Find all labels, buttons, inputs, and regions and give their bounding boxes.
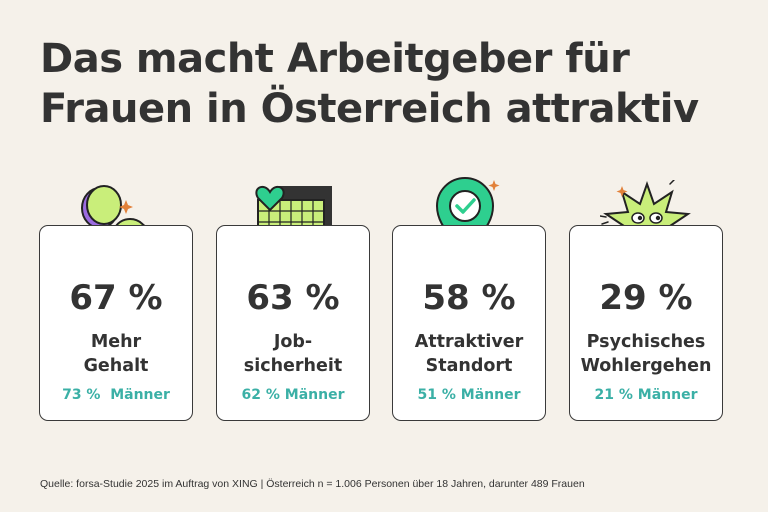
- card-label: Attraktiver Standort: [414, 332, 524, 376]
- women-percent: 67 %: [69, 278, 163, 318]
- sparkle-icon: [616, 186, 628, 197]
- card-label: Job- sicherheit: [243, 332, 343, 376]
- check-icon: [455, 198, 476, 214]
- men-percent: 51 % Männer: [417, 387, 521, 403]
- stat-card-standort: 58 % Attraktiver Standort 51 % Männer: [392, 225, 546, 421]
- page-title: Das macht Arbeitgeber für Frauen in Öste…: [40, 36, 699, 132]
- source-note: Quelle: forsa-Studie 2025 im Auftrag von…: [40, 478, 585, 490]
- sparkle-icon: [488, 180, 500, 191]
- men-percent: 73 % Männer: [62, 387, 170, 403]
- stat-card-jobsicherheit: 63 % Job- sicherheit 62 % Männer: [216, 225, 370, 421]
- women-percent: 58 %: [422, 278, 516, 318]
- card-label: Psychisches Wohlergehen: [580, 332, 712, 376]
- heart-icon: [255, 185, 285, 212]
- men-percent: 62 % Männer: [241, 387, 345, 403]
- women-percent: 29 %: [599, 278, 693, 318]
- card-label: Mehr Gehalt: [83, 332, 149, 376]
- happy-star-icon: [600, 180, 693, 263]
- coin-top-icon: [81, 185, 122, 229]
- stat-card-gehalt: 67 % Mehr Gehalt 73 % Männer: [39, 225, 193, 421]
- stat-card-wohlergehen: 29 % Psychisches Wohlergehen 21 % Männer: [569, 225, 723, 421]
- men-percent: 21 % Männer: [594, 387, 698, 403]
- sparkle-icon: [119, 200, 133, 214]
- women-percent: 63 %: [246, 278, 340, 318]
